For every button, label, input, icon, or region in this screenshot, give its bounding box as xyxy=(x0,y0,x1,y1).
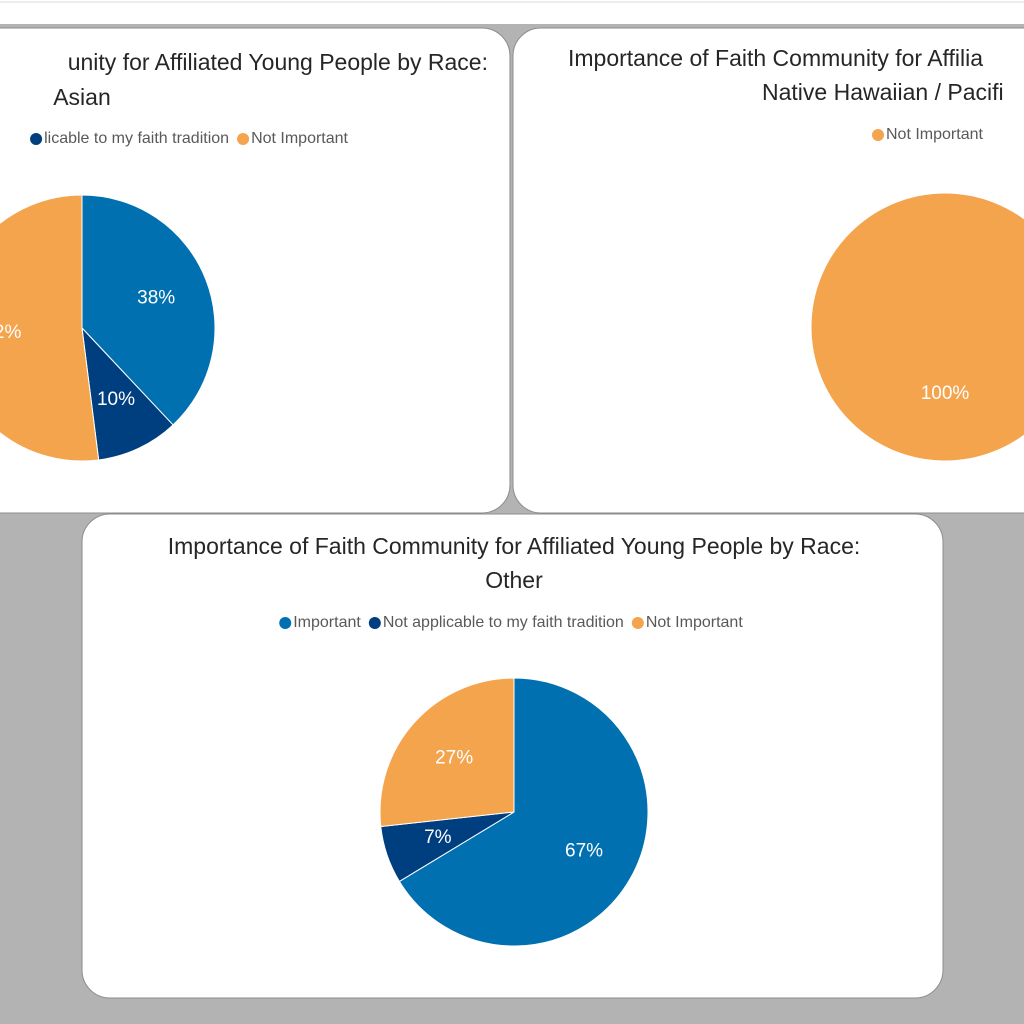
pie-slice xyxy=(398,677,649,947)
legend-marker xyxy=(631,617,644,629)
legend-marker xyxy=(30,133,43,145)
data-label: 7% xyxy=(424,827,452,848)
legend-marker xyxy=(237,133,250,145)
chart-title: Other xyxy=(485,567,543,593)
chart-title: Native Hawaiian / Pacifi xyxy=(762,79,1004,105)
legend-marker xyxy=(279,617,292,629)
pie-slice xyxy=(379,677,515,828)
data-label: 100% xyxy=(921,383,970,404)
legend-label: Not Important xyxy=(646,614,743,631)
chart-title: Asian xyxy=(53,84,111,110)
legend-marker xyxy=(872,129,884,141)
data-label: 27% xyxy=(435,747,473,768)
data-label: 10% xyxy=(97,389,135,410)
legend-marker xyxy=(368,617,381,629)
chart-title: Importance of Faith Community for Affili… xyxy=(168,533,861,559)
pie-slice xyxy=(81,326,174,461)
data-label: 38% xyxy=(137,288,175,309)
legend-label: Not Important xyxy=(886,126,983,143)
legend-label: Not applicable to my faith tradition xyxy=(383,614,624,631)
legend-label: licable to my faith tradition xyxy=(44,130,229,147)
chart-title: Importance of Faith Community for Affili… xyxy=(568,45,983,71)
pie-slice xyxy=(810,192,1024,462)
pie-slice xyxy=(0,194,100,462)
legend-label: Not Important xyxy=(251,130,348,147)
legend-label: Important xyxy=(293,614,361,631)
data-label: 52% xyxy=(0,322,21,343)
top-strip xyxy=(0,0,1024,24)
pie-slice xyxy=(81,194,216,426)
data-label: 67% xyxy=(565,840,603,861)
chart-title: unity for Affiliated Young People by Rac… xyxy=(68,49,488,75)
